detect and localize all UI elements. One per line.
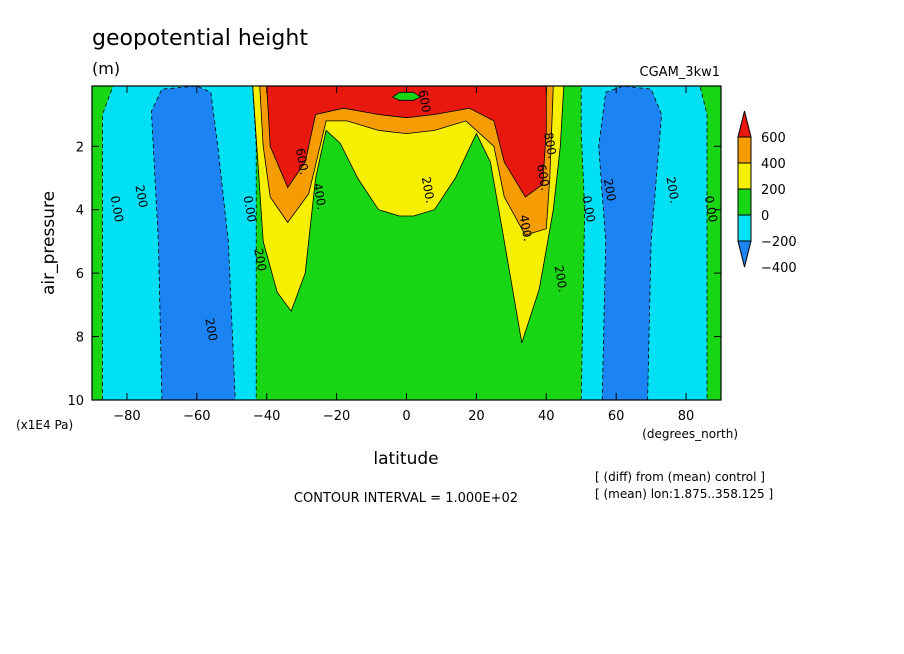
chart-title: geopotential height bbox=[92, 26, 308, 51]
contour-label: 400. bbox=[517, 214, 535, 243]
contour-line-nh-minus bbox=[580, 86, 708, 400]
contour-label: 0.00 bbox=[241, 195, 259, 224]
x-axis-units: (degrees_north) bbox=[642, 427, 738, 441]
colorbar-label: −200 bbox=[761, 235, 797, 250]
contour-field bbox=[92, 86, 721, 400]
y-tick-label: 8 bbox=[76, 331, 84, 346]
x-tick-label: −80 bbox=[113, 409, 140, 424]
colorbar-label: 0 bbox=[761, 209, 769, 224]
note-mean: [ (mean) lon:1.875..358.125 ] bbox=[595, 487, 773, 501]
contour-line-plus-200 bbox=[252, 86, 565, 344]
contour-line-center-zero-pocket bbox=[391, 91, 422, 101]
y-axis-label: air_pressure bbox=[39, 191, 59, 295]
contour-interval: CONTOUR INTERVAL = 1.000E+02 bbox=[294, 491, 518, 506]
contour-lines bbox=[102, 86, 708, 400]
x-tick-label: 60 bbox=[608, 409, 625, 424]
region-nh-minus-200 bbox=[598, 86, 662, 400]
contour-label: 200 bbox=[202, 317, 220, 342]
y-tick-label: 6 bbox=[76, 267, 84, 282]
colorbar-swatch bbox=[737, 188, 752, 216]
y-tick-label: 4 bbox=[76, 204, 84, 219]
chart-units: (m) bbox=[92, 59, 120, 78]
x-axis: −80 −60 −40 −20 0 20 40 60 80 bbox=[113, 86, 694, 424]
region-plus-600 bbox=[266, 86, 547, 197]
colorbar-bottom-arrow bbox=[737, 240, 752, 268]
x-tick-label: 20 bbox=[468, 409, 485, 424]
x-axis-label: latitude bbox=[373, 449, 438, 469]
contour-label: 400. bbox=[310, 182, 328, 211]
region-plus-400 bbox=[259, 86, 554, 236]
contour-label: 200. bbox=[663, 176, 681, 205]
contour-label: 600 bbox=[416, 89, 434, 114]
colorbar: 600 400 200 0 −200 −400 bbox=[737, 110, 797, 276]
x-tick-label: 40 bbox=[538, 409, 555, 424]
colorbar-swatch bbox=[737, 214, 752, 242]
contour-line-plus-400 bbox=[259, 86, 554, 236]
colorbar-swatch bbox=[737, 162, 752, 190]
x-tick-label: 0 bbox=[402, 409, 410, 424]
colorbar-label: 200 bbox=[761, 183, 786, 198]
contour-line-nh-minus-200 bbox=[598, 86, 663, 400]
contour-label: 200. bbox=[552, 264, 570, 293]
contour-label: 600. bbox=[534, 163, 552, 192]
y-axis-units: (x1E4 Pa) bbox=[16, 418, 73, 432]
note-diff: [ (diff) from (mean) control ] bbox=[595, 470, 765, 484]
y-axis: 2 4 6 8 10 bbox=[67, 140, 721, 409]
contour-line-plus-600 bbox=[266, 86, 547, 198]
region-plus-200 bbox=[252, 86, 564, 343]
contour-label: 200. bbox=[419, 176, 437, 205]
contour-label: 0.00 bbox=[702, 195, 720, 224]
contour-label: 0.00 bbox=[579, 195, 597, 224]
dataset-label: CGAM_3kw1 bbox=[640, 65, 720, 80]
contour-label: 200 bbox=[251, 247, 269, 272]
region-center-zero-pocket bbox=[392, 92, 421, 101]
y-tick-label: 2 bbox=[76, 140, 84, 155]
contour-label: 0.00 bbox=[108, 195, 126, 224]
contour-label: 600. bbox=[293, 147, 311, 176]
contour-labels: 0.00 200 0.00200200400.600.200.400.600.800… bbox=[108, 89, 720, 342]
region-sh-minus-200 bbox=[151, 86, 236, 400]
x-tick-label: −60 bbox=[183, 409, 210, 424]
x-tick-label: 80 bbox=[678, 409, 695, 424]
y-tick-label: 10 bbox=[67, 394, 84, 409]
colorbar-label: 600 bbox=[761, 131, 786, 146]
colorbar-label: −400 bbox=[761, 261, 797, 276]
contour-label: 200 bbox=[601, 177, 619, 202]
x-tick-label: −20 bbox=[323, 409, 350, 424]
x-tick-label: −40 bbox=[253, 409, 280, 424]
colorbar-top-arrow bbox=[737, 110, 752, 138]
contour-label: 200 bbox=[132, 184, 150, 209]
colorbar-label: 400 bbox=[761, 157, 786, 172]
contour-label: 800. bbox=[541, 131, 559, 160]
colorbar-swatch bbox=[737, 136, 752, 164]
